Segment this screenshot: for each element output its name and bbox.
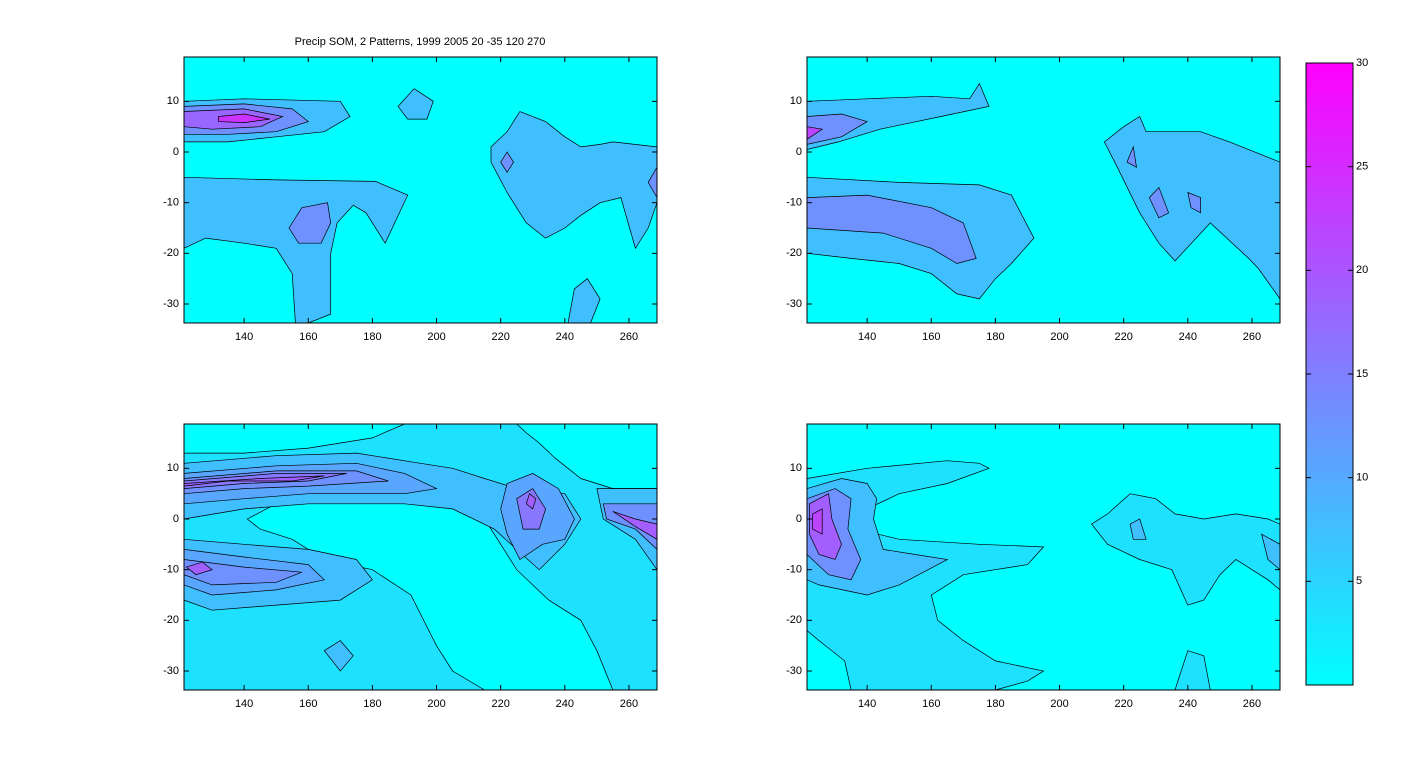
- x-tick-label: 160: [922, 331, 940, 343]
- x-tick-label: 220: [1114, 698, 1132, 710]
- y-tick-label: 10: [790, 95, 802, 107]
- axes-box: [806, 56, 1281, 324]
- y-tick-label: -10: [163, 197, 179, 209]
- y-tick-label: -20: [163, 247, 179, 259]
- contour-region: [490, 111, 657, 250]
- contour-region: [516, 424, 657, 489]
- contour-region: [218, 113, 270, 123]
- y-tick-label: 10: [167, 462, 179, 474]
- contour-region: [1174, 650, 1211, 690]
- contour-region: [807, 194, 977, 264]
- y-tick-label: 0: [796, 146, 802, 158]
- y-tick-label: -30: [786, 665, 802, 677]
- y-tick-label: -30: [163, 665, 179, 677]
- x-tick-label: 240: [1179, 331, 1197, 343]
- contour-region: [397, 88, 434, 120]
- y-tick-label: -20: [163, 614, 179, 626]
- contour-region: [185, 561, 213, 576]
- axes-box: [183, 423, 658, 691]
- y-tick-label: -30: [163, 298, 179, 310]
- contour-region: [184, 475, 325, 487]
- contour-region: [184, 176, 409, 323]
- contour-region: [1129, 518, 1147, 540]
- y-tick-label: -20: [786, 614, 802, 626]
- colorbar-tick-label: 30: [1356, 57, 1368, 69]
- x-tick-label: 140: [858, 698, 876, 710]
- x-tick-label: 200: [427, 331, 445, 343]
- contour-region: [323, 640, 354, 672]
- contours: [807, 460, 1280, 690]
- x-tick-label: 220: [1114, 331, 1132, 343]
- x-tick-label: 260: [620, 698, 638, 710]
- contour-region: [1187, 191, 1201, 214]
- chart-title: Precip SOM, 2 Patterns, 1999 2005 20 -35…: [295, 36, 546, 48]
- x-tick-label: 160: [922, 698, 940, 710]
- y-tick-label: -10: [163, 564, 179, 576]
- contours: [807, 82, 1280, 300]
- colorbar-tick-label: 25: [1356, 161, 1368, 173]
- x-tick-label: 200: [1050, 331, 1068, 343]
- contour-region: [647, 166, 657, 199]
- contour-region: [807, 82, 990, 150]
- x-tick-label: 180: [986, 698, 1004, 710]
- x-tick-label: 220: [491, 698, 509, 710]
- x-tick-label: 160: [299, 331, 317, 343]
- x-tick-label: 200: [427, 698, 445, 710]
- x-tick-label: 180: [363, 698, 381, 710]
- contour-region: [807, 460, 1045, 690]
- contours: [184, 88, 657, 323]
- x-tick-label: 240: [1179, 698, 1197, 710]
- x-tick-label: 220: [491, 331, 509, 343]
- colorbar-tick-label: 20: [1356, 264, 1368, 276]
- x-tick-label: 240: [556, 331, 574, 343]
- colorbar-tick-label: 5: [1356, 575, 1362, 587]
- contour-region: [812, 508, 823, 535]
- contour-region: [807, 113, 868, 145]
- y-tick-label: 0: [173, 146, 179, 158]
- contour-region: [612, 511, 657, 540]
- contour-region: [516, 488, 546, 530]
- y-tick-label: -30: [786, 298, 802, 310]
- y-tick-label: 10: [167, 95, 179, 107]
- x-tick-label: 180: [986, 331, 1004, 343]
- y-tick-label: 0: [796, 513, 802, 525]
- y-tick-label: -20: [786, 247, 802, 259]
- y-tick-label: -10: [786, 197, 802, 209]
- x-tick-label: 240: [556, 698, 574, 710]
- contour-region: [525, 493, 537, 510]
- colorbar-tick-label: 10: [1356, 472, 1368, 484]
- contour-region: [807, 126, 824, 140]
- contour-region: [1126, 145, 1137, 168]
- contour-region: [809, 493, 842, 560]
- contour-region: [184, 424, 405, 454]
- x-tick-label: 140: [235, 331, 253, 343]
- x-tick-label: 200: [1050, 698, 1068, 710]
- x-tick-label: 140: [235, 698, 253, 710]
- axes-box: [806, 423, 1281, 691]
- contour-region: [184, 559, 302, 586]
- colorbar-tick-label: 15: [1356, 368, 1368, 380]
- colorbar: [1305, 62, 1354, 686]
- x-tick-label: 180: [363, 331, 381, 343]
- x-tick-label: 160: [299, 698, 317, 710]
- y-tick-label: 0: [173, 513, 179, 525]
- axes-box: [183, 56, 658, 324]
- y-tick-label: 10: [790, 462, 802, 474]
- contour-region: [1148, 186, 1170, 219]
- x-tick-label: 260: [1243, 698, 1261, 710]
- x-tick-label: 260: [620, 331, 638, 343]
- y-tick-label: -10: [786, 564, 802, 576]
- contour-region: [1261, 533, 1280, 571]
- contour-region: [288, 202, 332, 244]
- x-tick-label: 140: [858, 331, 876, 343]
- x-tick-label: 260: [1243, 331, 1261, 343]
- contour-region: [602, 503, 657, 550]
- contour-region: [567, 278, 601, 323]
- contours: [184, 424, 657, 690]
- contour-region: [500, 151, 514, 173]
